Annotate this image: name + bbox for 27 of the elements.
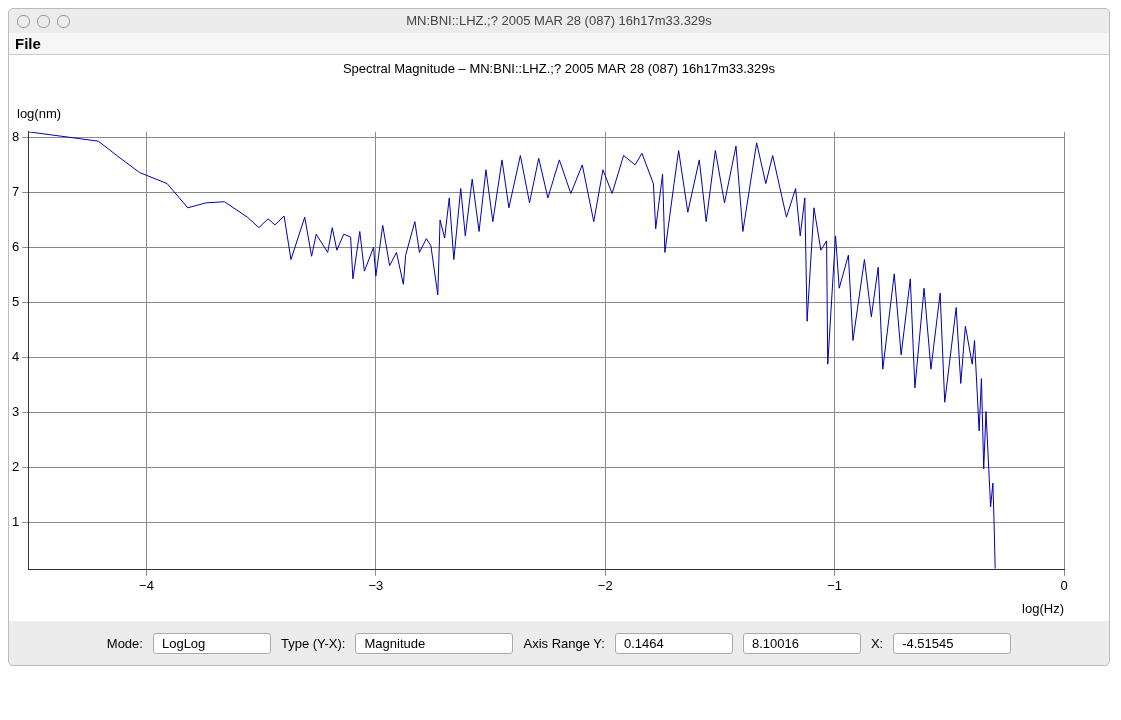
y-tick-label: 6 bbox=[12, 239, 20, 255]
x-tick-label: −1 bbox=[827, 578, 843, 594]
chart-title: Spectral Magnitude – MN:BNI::LHZ.;? 2005 MAR 28 (087) 16h17m33.329s bbox=[341, 61, 777, 76]
y-tick-label: 4 bbox=[12, 349, 20, 365]
text: MN:BNI::LHZ.;? 2005 MAR 28 (087) 16h17m33.329s bbox=[406, 13, 712, 28]
text: File bbox=[9, 33, 1109, 55]
text: LogLog bbox=[152, 632, 271, 654]
x-tick-label: −2 bbox=[597, 578, 613, 594]
x-tick-label: −4 bbox=[139, 578, 154, 594]
x-axis-title: log(Hz) bbox=[1022, 600, 1064, 616]
y-tick-label: 3 bbox=[12, 404, 20, 420]
text: -4.51545 bbox=[893, 632, 1012, 654]
x-tick-label: −3 bbox=[368, 578, 384, 594]
text: 8.10016 bbox=[742, 632, 861, 654]
text: X: bbox=[870, 635, 884, 651]
y-axis-title: log(nm) bbox=[17, 106, 63, 121]
y-tick-label: 2 bbox=[12, 459, 20, 475]
text: 0.1464 bbox=[614, 632, 733, 654]
text: Axis Range Y: bbox=[523, 635, 605, 651]
y-tick-label: 5 bbox=[12, 294, 20, 310]
y-tick-label: 1 bbox=[12, 514, 20, 530]
x-tick-label: 0 bbox=[1060, 578, 1068, 594]
text: Mode: bbox=[106, 635, 143, 651]
y-tick-label: 8 bbox=[12, 128, 20, 144]
y-tick-label: 7 bbox=[12, 183, 20, 199]
text: Type (Y-X): bbox=[280, 635, 346, 651]
text: Magnitude bbox=[355, 632, 514, 654]
